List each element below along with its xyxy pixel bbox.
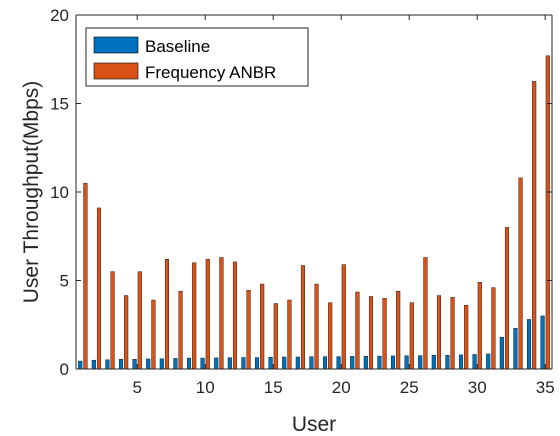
bar-baseline-user-22: [363, 356, 368, 370]
x-tick-label-15: 15: [264, 378, 283, 397]
bar-frequency-anbr-user-31: [491, 287, 496, 370]
bar-baseline-user-34: [526, 319, 532, 370]
bar-frequency-anbr-user-13: [246, 290, 251, 370]
y-tick-label-20: 20: [50, 6, 69, 25]
x-tick-label-20: 20: [332, 378, 351, 397]
bar-baseline-user-28: [445, 354, 450, 370]
bar-baseline-user-33: [513, 328, 518, 370]
bar-frequency-anbr-user-22: [368, 296, 374, 370]
bar-baseline-user-19: [322, 356, 328, 370]
bar-baseline-user-21: [350, 356, 355, 370]
bar-frequency-anbr-user-17: [300, 265, 306, 370]
bar-baseline-user-2: [91, 359, 96, 370]
bar-frequency-anbr-user-7: [164, 259, 170, 370]
y-tick-label-15: 15: [50, 95, 69, 114]
x-tick-label-10: 10: [196, 378, 215, 397]
bar-frequency-anbr-user-33: [518, 177, 523, 370]
bar-baseline-user-17: [295, 356, 300, 370]
bar-frequency-anbr-user-5: [137, 271, 142, 370]
bar-baseline-user-16: [282, 356, 287, 370]
bar-frequency-anbr-user-30: [477, 282, 482, 370]
y-tick-label-0: 0: [60, 360, 69, 379]
bar-baseline-user-11: [214, 357, 219, 370]
bar-frequency-anbr-user-21: [355, 291, 360, 370]
bar-baseline-user-31: [486, 353, 491, 370]
bar-frequency-anbr-user-20: [341, 264, 346, 370]
bar-frequency-anbr-user-10: [205, 259, 210, 370]
bar-frequency-anbr-user-6: [151, 299, 156, 370]
legend-swatch-frequency-anbr: [93, 62, 139, 80]
bar-baseline-user-9: [186, 357, 192, 370]
ticks-layer: 0 5 10 15 20 5 10 15 20 25 30 35: [50, 6, 555, 397]
bar-frequency-anbr-user-15: [273, 303, 278, 370]
bar-baseline-user-26: [418, 355, 423, 370]
x-axis-label: User: [292, 413, 336, 436]
x-tick-label-5: 5: [132, 378, 141, 397]
bar-baseline-user-10: [200, 357, 205, 370]
legend-swatch-baseline: [93, 36, 139, 54]
legend: Baseline Frequency ANBR: [85, 27, 309, 87]
y-tick-label-5: 5: [60, 272, 69, 291]
legend-label-baseline: Baseline: [145, 37, 210, 56]
bar-frequency-anbr-user-24: [396, 290, 401, 370]
bar-frequency-anbr-user-19: [328, 302, 333, 370]
bar-baseline-user-23: [377, 355, 382, 370]
bar-baseline-user-13: [241, 357, 246, 370]
x-tick-label-30: 30: [468, 378, 487, 397]
bar-baseline-user-24: [390, 355, 396, 370]
y-axis-label: User Throughput(Mbps): [20, 81, 43, 304]
bar-frequency-anbr-user-12: [232, 261, 238, 370]
bar-frequency-anbr-user-4: [124, 295, 129, 370]
bar-frequency-anbr-user-28: [450, 297, 455, 370]
bar-baseline-user-27: [431, 354, 436, 370]
bar-frequency-anbr-user-26: [423, 257, 428, 370]
axes-layer: [75, 14, 553, 370]
bar-baseline-user-1: [78, 360, 83, 370]
bar-baseline-user-35: [540, 315, 545, 370]
bar-frequency-anbr-user-23: [382, 298, 387, 370]
bar-frequency-anbr-user-29: [464, 305, 469, 370]
x-tick-label-25: 25: [400, 378, 419, 397]
bar-baseline-user-8: [173, 358, 178, 370]
bar-baseline-user-32: [499, 336, 504, 370]
bar-frequency-anbr-user-14: [260, 283, 265, 370]
bar-baseline-user-25: [404, 355, 409, 370]
bar-frequency-anbr-user-8: [178, 290, 183, 370]
bar-baseline-user-18: [309, 356, 314, 370]
bar-frequency-anbr-user-34: [532, 81, 537, 370]
bar-frequency-anbr-user-11: [219, 257, 224, 370]
bar-frequency-anbr-user-9: [192, 262, 197, 370]
bars-layer: [78, 55, 550, 370]
bar-baseline-user-30: [472, 354, 477, 370]
bar-baseline-user-12: [227, 357, 232, 370]
bar-baseline-user-3: [105, 359, 110, 370]
bar-frequency-anbr-user-18: [314, 283, 319, 370]
bar-frequency-anbr-user-35: [545, 55, 550, 370]
bar-frequency-anbr-user-32: [504, 227, 510, 370]
bar-baseline-user-15: [268, 357, 273, 370]
bar-frequency-anbr-user-1: [83, 182, 88, 370]
bar-frequency-anbr-user-2: [96, 207, 102, 370]
bar-baseline-user-7: [159, 358, 164, 370]
legend-label-frequency-anbr: Frequency ANBR: [145, 63, 276, 82]
bar-baseline-user-4: [118, 359, 124, 370]
bar-baseline-user-14: [254, 357, 260, 370]
bar-baseline-user-29: [458, 354, 464, 370]
bar-frequency-anbr-user-3: [110, 271, 115, 370]
bar-frequency-anbr-user-25: [409, 302, 414, 370]
x-tick-label-35: 35: [536, 378, 555, 397]
bar-frequency-anbr-user-27: [436, 295, 442, 370]
bar-baseline-user-5: [132, 359, 137, 370]
bar-baseline-user-20: [336, 356, 341, 370]
y-tick-label-10: 10: [50, 183, 69, 202]
bar-frequency-anbr-user-16: [287, 299, 292, 370]
bar-baseline-user-6: [146, 358, 151, 370]
